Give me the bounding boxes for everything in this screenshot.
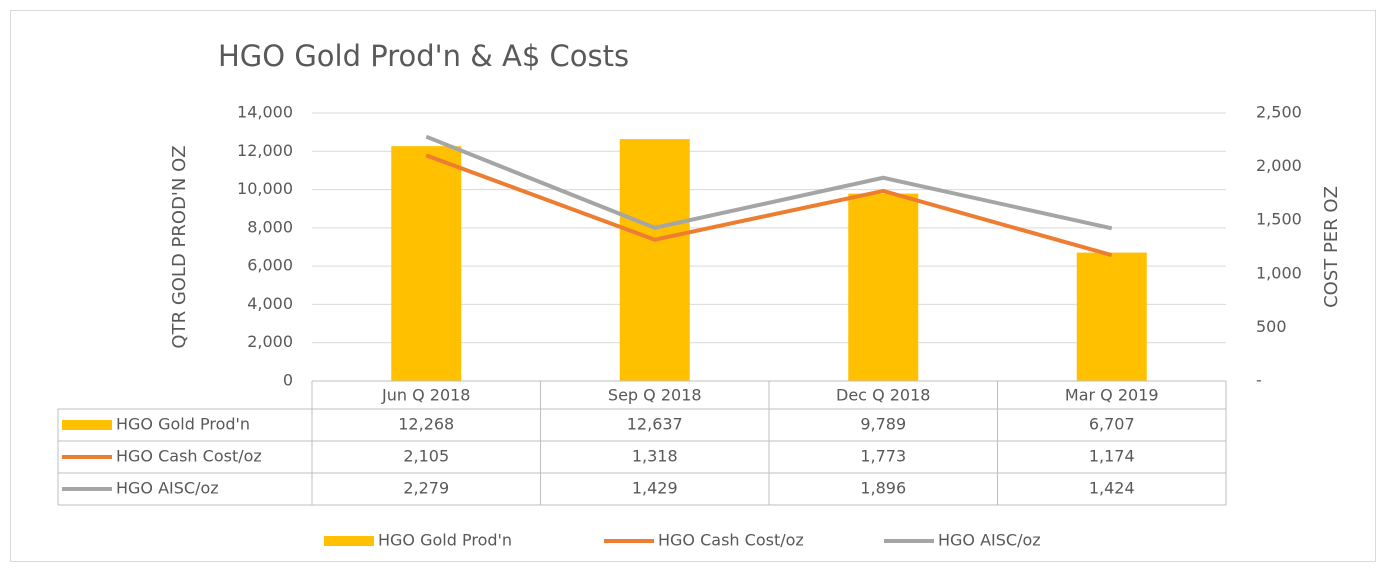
x-tick-label: Jun Q 2018 [381,386,470,405]
y2-tick-label: 1,500 [1256,210,1302,229]
y2-tick-label: 1,000 [1256,263,1302,282]
y-axis-label: QTR GOLD PROD'N OZ [169,145,190,348]
chart-frame [10,10,1376,562]
table-row-label: HGO AISC/oz [116,479,219,498]
table-cell: 1,429 [632,479,678,498]
table-cell: 1,424 [1089,479,1135,498]
table-cell: 2,279 [403,479,449,498]
y-tick-label: 6,000 [247,256,293,275]
y-tick-label: 12,000 [237,141,293,160]
legend-label: HGO Gold Prod'n [378,531,512,550]
legend-label: HGO Cash Cost/oz [658,531,804,550]
bar [619,139,690,381]
y-tick-label: 0 [283,371,293,390]
y-tick-label: 4,000 [247,294,293,313]
table-cell: 2,105 [403,447,449,466]
table-cell: 1,896 [860,479,906,498]
y2-tick-label: - [1256,371,1262,390]
table-cell: 6,707 [1089,415,1135,434]
table-cell: 12,637 [627,415,683,434]
y2-tick-label: 2,000 [1256,156,1302,175]
legend-label: HGO AISC/oz [938,531,1041,550]
y-tick-label: 2,000 [247,332,293,351]
legend-key [62,420,112,430]
table-cell: 9,789 [860,415,906,434]
table-cell: 1,318 [632,447,678,466]
y2-tick-label: 500 [1256,317,1287,336]
table-row-label: HGO Gold Prod'n [116,415,250,434]
bar [848,193,919,381]
x-tick-label: Dec Q 2018 [836,386,930,405]
x-tick-label: Sep Q 2018 [608,386,702,405]
y-tick-label: 14,000 [237,103,293,122]
table-cell: 1,773 [860,447,906,466]
legend-key [324,536,374,546]
y2-axis-label: COST PER OZ [1321,186,1342,308]
y-tick-label: 10,000 [237,179,293,198]
y2-tick-label: 2,500 [1256,103,1302,122]
chart-title: HGO Gold Prod'n & A$ Costs [218,39,629,73]
table-cell: 1,174 [1089,447,1135,466]
table-row-label: HGO Cash Cost/oz [116,447,262,466]
y-tick-label: 8,000 [247,217,293,236]
line [425,153,1113,258]
bar [391,146,462,381]
x-tick-label: Mar Q 2019 [1065,386,1159,405]
table-cell: 12,268 [398,415,454,434]
bar [1076,252,1147,381]
line [425,134,1113,231]
